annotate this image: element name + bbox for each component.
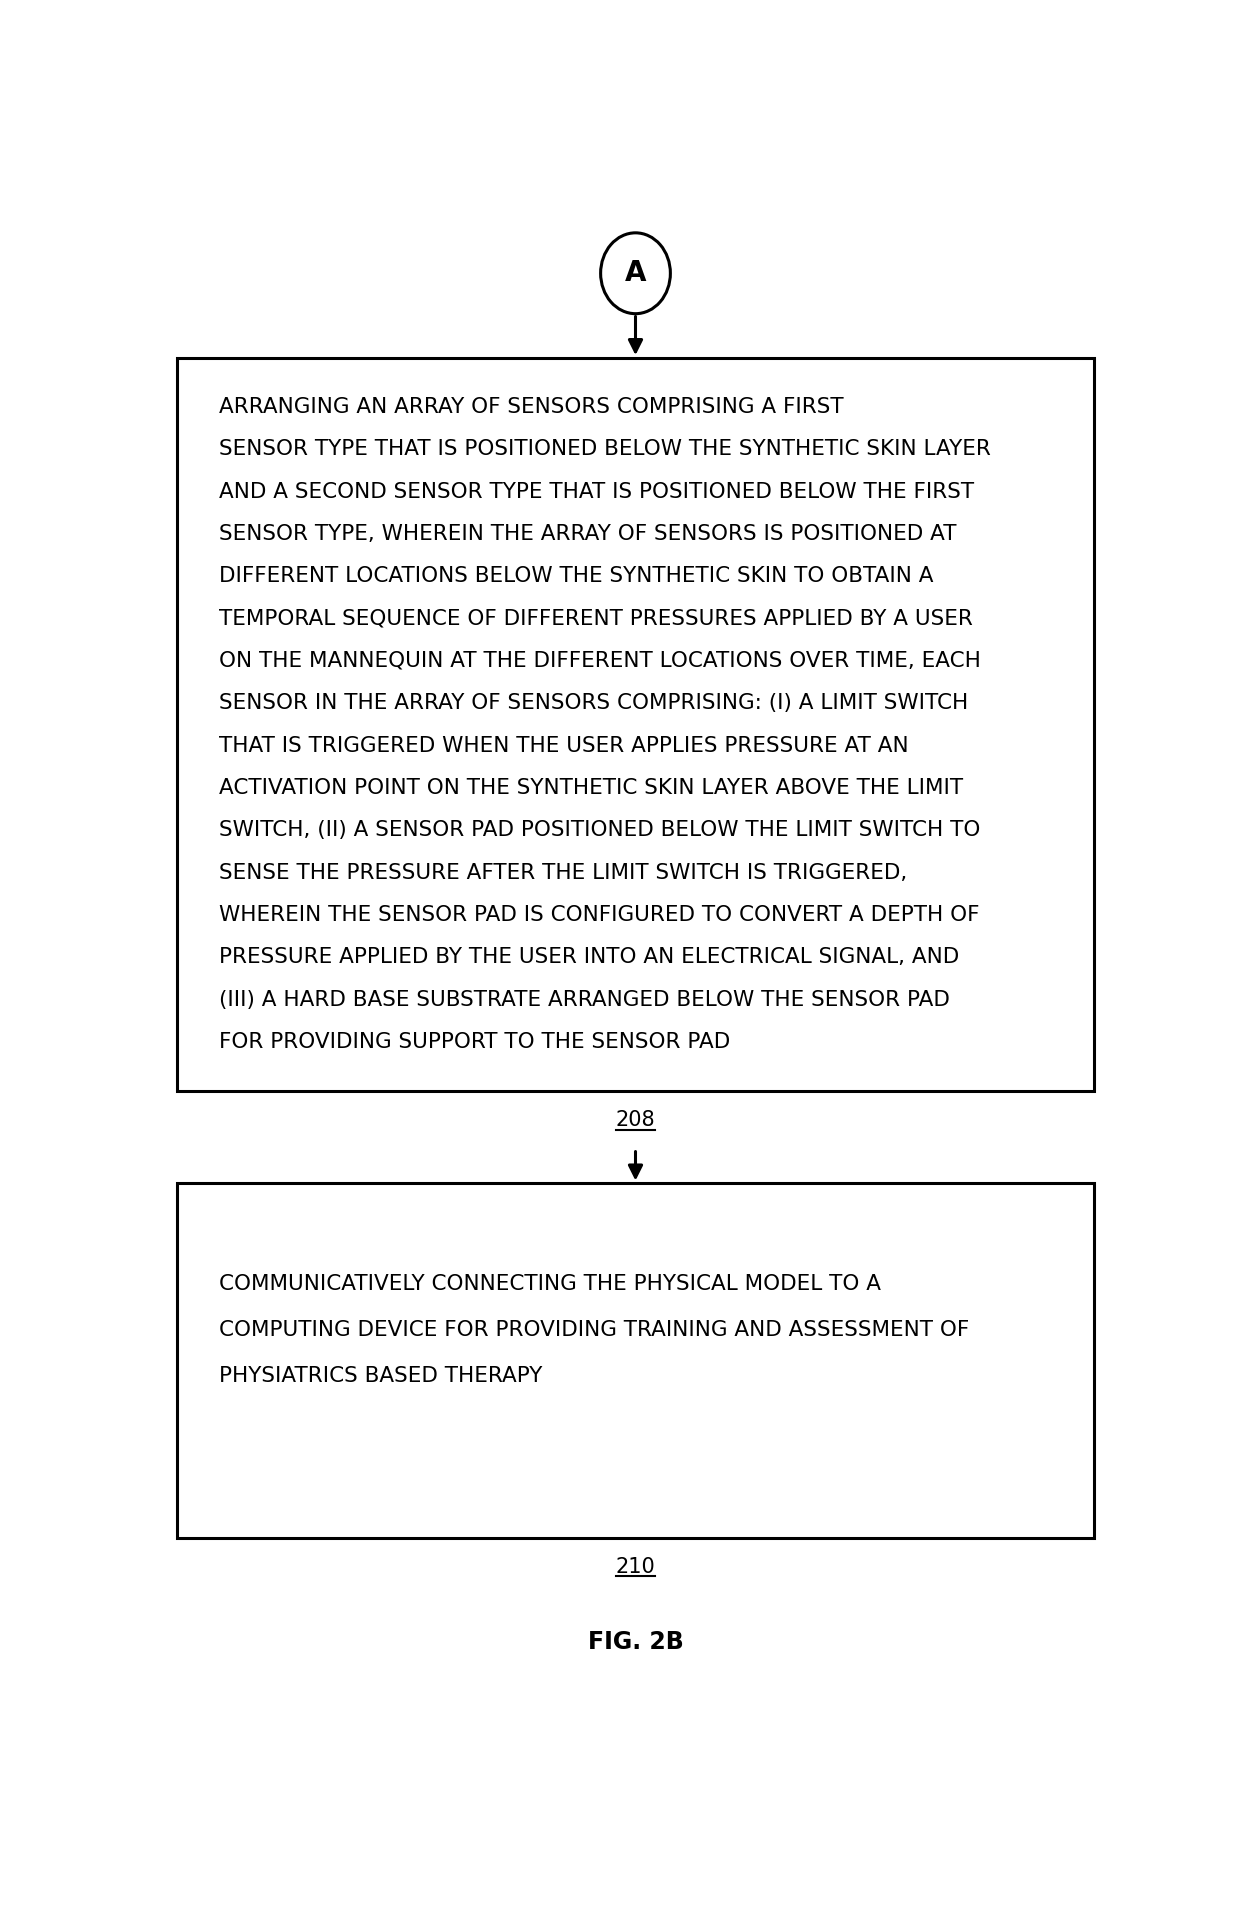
Text: COMMUNICATIVELY CONNECTING THE PHYSICAL MODEL TO A: COMMUNICATIVELY CONNECTING THE PHYSICAL … [219, 1274, 882, 1293]
Bar [176, 358, 1094, 1092]
Text: FIG. 2B: FIG. 2B [588, 1629, 683, 1654]
Text: ON THE MANNEQUIN AT THE DIFFERENT LOCATIONS OVER TIME, EACH: ON THE MANNEQUIN AT THE DIFFERENT LOCATI… [219, 652, 981, 671]
Text: SENSOR TYPE THAT IS POSITIONED BELOW THE SYNTHETIC SKIN LAYER: SENSOR TYPE THAT IS POSITIONED BELOW THE… [219, 440, 991, 459]
Text: 208: 208 [616, 1111, 655, 1130]
Bar [176, 1183, 1094, 1537]
Text: THAT IS TRIGGERED WHEN THE USER APPLIES PRESSURE AT AN: THAT IS TRIGGERED WHEN THE USER APPLIES … [219, 735, 909, 756]
Text: (III) A HARD BASE SUBSTRATE ARRANGED BELOW THE SENSOR PAD: (III) A HARD BASE SUBSTRATE ARRANGED BEL… [219, 991, 950, 1010]
Text: TEMPORAL SEQUENCE OF DIFFERENT PRESSURES APPLIED BY A USER: TEMPORAL SEQUENCE OF DIFFERENT PRESSURES… [219, 608, 973, 629]
Ellipse shape [600, 232, 671, 314]
Text: FOR PROVIDING SUPPORT TO THE SENSOR PAD: FOR PROVIDING SUPPORT TO THE SENSOR PAD [219, 1033, 730, 1052]
Text: COMPUTING DEVICE FOR PROVIDING TRAINING AND ASSESSMENT OF: COMPUTING DEVICE FOR PROVIDING TRAINING … [219, 1320, 970, 1339]
Text: DIFFERENT LOCATIONS BELOW THE SYNTHETIC SKIN TO OBTAIN A: DIFFERENT LOCATIONS BELOW THE SYNTHETIC … [219, 566, 934, 587]
Text: AND A SECOND SENSOR TYPE THAT IS POSITIONED BELOW THE FIRST: AND A SECOND SENSOR TYPE THAT IS POSITIO… [219, 482, 975, 501]
Text: 210: 210 [615, 1556, 656, 1577]
Text: ARRANGING AN ARRAY OF SENSORS COMPRISING A FIRST: ARRANGING AN ARRAY OF SENSORS COMPRISING… [219, 396, 844, 417]
Text: WHEREIN THE SENSOR PAD IS CONFIGURED TO CONVERT A DEPTH OF: WHEREIN THE SENSOR PAD IS CONFIGURED TO … [219, 905, 980, 926]
Text: SENSOR IN THE ARRAY OF SENSORS COMPRISING: (I) A LIMIT SWITCH: SENSOR IN THE ARRAY OF SENSORS COMPRISIN… [219, 693, 968, 712]
Text: A: A [625, 259, 646, 288]
Text: SENSOR TYPE, WHEREIN THE ARRAY OF SENSORS IS POSITIONED AT: SENSOR TYPE, WHEREIN THE ARRAY OF SENSOR… [219, 524, 957, 545]
Text: ACTIVATION POINT ON THE SYNTHETIC SKIN LAYER ABOVE THE LIMIT: ACTIVATION POINT ON THE SYNTHETIC SKIN L… [219, 777, 963, 798]
Text: PHYSIATRICS BASED THERAPY: PHYSIATRICS BASED THERAPY [219, 1366, 543, 1387]
Text: SENSE THE PRESSURE AFTER THE LIMIT SWITCH IS TRIGGERED,: SENSE THE PRESSURE AFTER THE LIMIT SWITC… [219, 863, 908, 882]
Text: SWITCH, (II) A SENSOR PAD POSITIONED BELOW THE LIMIT SWITCH TO: SWITCH, (II) A SENSOR PAD POSITIONED BEL… [219, 821, 981, 840]
Text: PRESSURE APPLIED BY THE USER INTO AN ELECTRICAL SIGNAL, AND: PRESSURE APPLIED BY THE USER INTO AN ELE… [219, 947, 960, 968]
